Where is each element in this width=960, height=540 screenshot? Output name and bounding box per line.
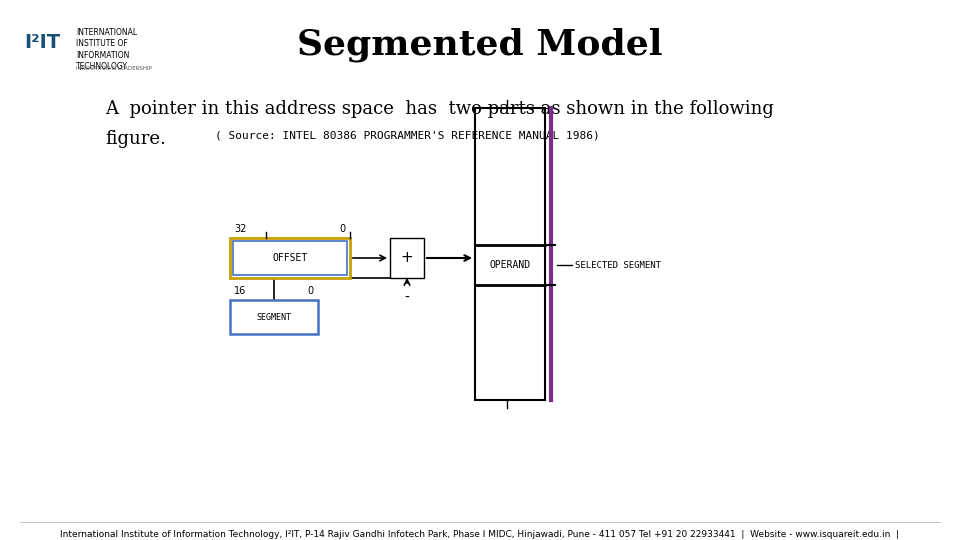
Text: INTERNATIONAL
INSTITUTE OF
INFORMATION
TECHNOLOGY: INTERNATIONAL INSTITUTE OF INFORMATION T… — [76, 28, 137, 71]
Bar — [230, 300, 318, 334]
Bar — [390, 238, 424, 278]
Bar — [12, 15, 157, 100]
Text: OFFSET: OFFSET — [273, 253, 307, 263]
Bar — [233, 241, 347, 275]
Text: 0: 0 — [340, 224, 346, 234]
Text: 32: 32 — [234, 224, 247, 234]
Text: I²IT: I²IT — [24, 33, 60, 52]
Text: figure.: figure. — [105, 130, 166, 148]
Text: SELECTED SEGMENT: SELECTED SEGMENT — [575, 260, 661, 269]
Text: Segmented Model: Segmented Model — [298, 28, 662, 63]
Text: International Institute of Information Technology, I²IT, P-14 Rajiv Gandhi Infot: International Institute of Information T… — [60, 530, 900, 539]
Text: -: - — [404, 291, 409, 305]
Bar — [230, 238, 350, 278]
Text: A  pointer in this address space  has  two parts as shown in the following: A pointer in this address space has two … — [105, 100, 774, 118]
Text: OPERAND: OPERAND — [490, 260, 531, 270]
Text: +: + — [400, 251, 414, 266]
Text: ( Source: INTEL 80386 PROGRAMMER'S REFERENCE MANUAL 1986): ( Source: INTEL 80386 PROGRAMMER'S REFER… — [215, 130, 600, 140]
Bar — [475, 108, 545, 400]
Text: 16: 16 — [234, 286, 247, 296]
Text: INNOVATION & LEADERSHIP: INNOVATION & LEADERSHIP — [76, 66, 152, 71]
Text: SEGMENT: SEGMENT — [256, 313, 292, 321]
Text: 0: 0 — [308, 286, 314, 296]
